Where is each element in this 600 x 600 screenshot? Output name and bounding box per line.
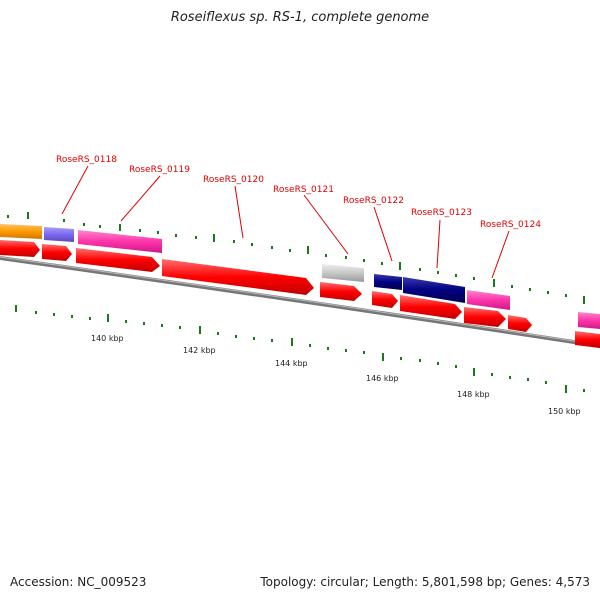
scale-label-142: 142 kbp — [183, 346, 216, 355]
feature-navy-0123[interactable] — [403, 277, 465, 303]
scale-label-148: 148 kbp — [457, 390, 490, 399]
cds-arrow[interactable] — [320, 282, 362, 301]
map-title: Roseiflexus sp. RS-1, complete genome — [170, 10, 430, 25]
scale-label-144: 144 kbp — [275, 359, 308, 368]
feature-pink-0124[interactable] — [467, 290, 510, 310]
gene-label-0122[interactable]: RoseRS_0122 — [343, 196, 404, 206]
label-leaders — [61, 165, 510, 279]
scale-label-150: 150 kbp — [548, 407, 581, 416]
cds-arrow[interactable] — [400, 295, 462, 319]
feature-purple[interactable] — [44, 227, 74, 242]
cds-arrow[interactable] — [76, 248, 160, 272]
backbone-line — [0, 256, 600, 348]
cds-arrow[interactable] — [575, 331, 600, 348]
cds-arrow[interactable] — [464, 307, 506, 327]
feature-orange[interactable] — [0, 224, 42, 239]
scale-ticks — [15, 305, 585, 393]
cds-arrow[interactable] — [508, 315, 532, 332]
scale-label-146: 146 kbp — [366, 374, 399, 383]
feature-navy-0122[interactable] — [374, 274, 402, 290]
backbone-line-highlight — [0, 256, 600, 346]
scale-label-140: 140 kbp — [91, 334, 124, 343]
gene-label-0123[interactable]: RoseRS_0123 — [411, 208, 472, 218]
gene-label-0124[interactable]: RoseRS_0124 — [480, 220, 541, 230]
feature-gray-0121[interactable] — [322, 264, 364, 282]
cds-arrow[interactable] — [162, 259, 314, 295]
gene-label-0121[interactable]: RoseRS_0121 — [273, 185, 334, 195]
cds-arrow[interactable] — [0, 240, 40, 257]
cds-arrow[interactable] — [42, 244, 72, 261]
accession-text: Accession: NC_009523 — [10, 575, 147, 589]
gene-label-0119[interactable]: RoseRS_0119 — [129, 165, 190, 175]
upper-ticks — [7, 212, 585, 304]
feature-pink-0119[interactable] — [78, 230, 162, 253]
genome-summary-text: Topology: circular; Length: 5,801,598 bp… — [260, 575, 590, 589]
gene-label-0118[interactable]: RoseRS_0118 — [56, 155, 117, 165]
cds-arrow[interactable] — [372, 291, 398, 308]
gene-label-0120[interactable]: RoseRS_0120 — [203, 175, 264, 185]
feature-pink-edge[interactable] — [578, 312, 600, 329]
